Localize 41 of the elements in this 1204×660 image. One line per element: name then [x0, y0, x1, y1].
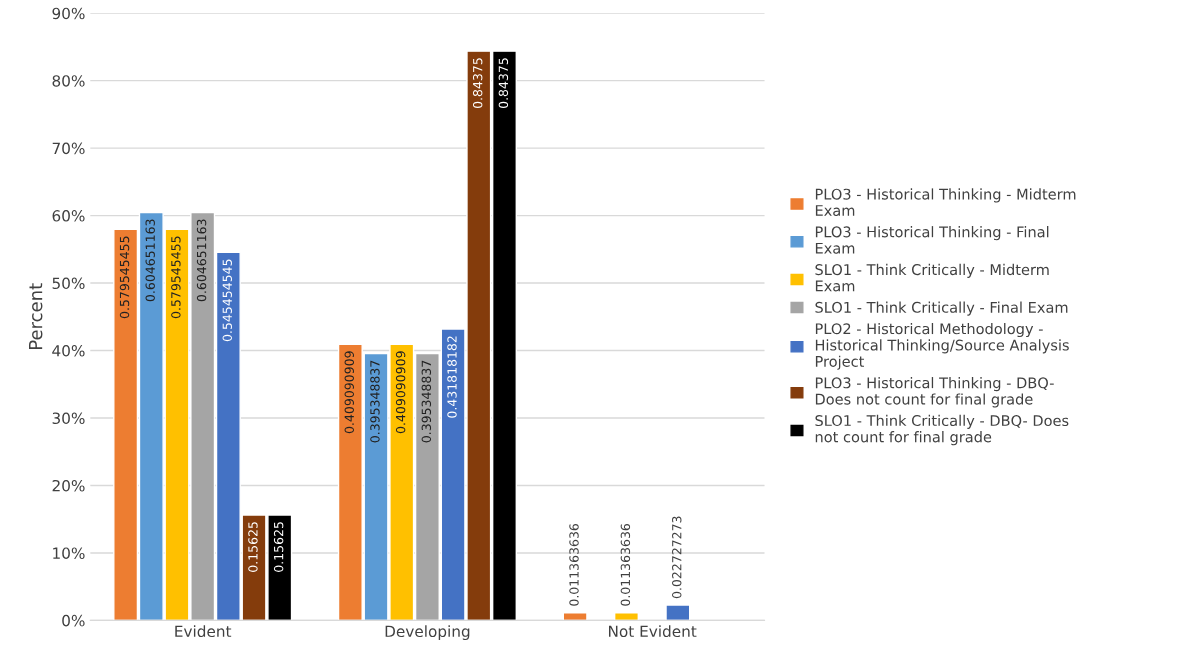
legend-label: PLO3 - Historical Thinking - DBQ- Does not count for final grade: [815, 377, 1054, 408]
y-tick-label: 10%: [53, 547, 85, 559]
x-tick-label: Developing: [385, 625, 470, 641]
data-label: 0.409090909: [344, 351, 354, 434]
legend-label: PLO3 - Historical Thinking - Midterm Exam: [815, 188, 1076, 216]
data-label: 0.409090909: [395, 351, 406, 434]
bar: [665, 604, 691, 621]
data-label: 0.395348837: [370, 360, 380, 443]
y-tick-label: 60%: [52, 210, 85, 222]
data-label: 0.15625: [273, 522, 284, 572]
y-tick-label: 0%: [62, 614, 85, 627]
y-tick-label: 50%: [52, 277, 85, 290]
data-label: 0.395348837: [421, 360, 432, 443]
x-tick-label: Evident: [175, 625, 232, 638]
y-tick-label: 40%: [52, 345, 85, 357]
legend-label: PLO3 - Historical Thinking - Final Exam: [815, 226, 1049, 254]
y-tick-label: 90%: [52, 7, 85, 20]
data-label: 0.84375: [498, 58, 509, 109]
y-tick-label: 20%: [52, 479, 85, 492]
y-tick-label: 70%: [52, 142, 85, 155]
data-label: 0.579545455: [119, 236, 130, 319]
data-label: 0.011363636: [569, 523, 579, 606]
legend-label: SLO1 - Think Critically - DBQ- Does not count for final grade: [815, 414, 1069, 446]
data-label: 0.604651163: [145, 219, 155, 302]
x-tick-label: Not Evident: [609, 625, 697, 638]
data-label: 0.011363636: [620, 523, 631, 606]
bar: [562, 612, 588, 621]
data-label: 0.84375: [472, 58, 483, 109]
data-label: 0.604651163: [196, 219, 207, 302]
bar: [613, 612, 639, 621]
data-label: 0.15625: [248, 522, 258, 572]
legend-label: PLO2 - Historical Methodology - Historical Thinking/Source Analysis Project: [815, 322, 1069, 370]
y-axis-title: Percent: [29, 283, 43, 349]
data-label: 0.431818182: [447, 336, 457, 418]
y-tick-label: 80%: [52, 75, 85, 87]
data-label: 0.545454545: [222, 259, 232, 342]
legend-label: SLO1 - Think Critically - Midterm Exam: [815, 263, 1049, 292]
data-label: 0.022727273: [672, 516, 682, 599]
data-label: 0.579545455: [171, 236, 181, 319]
legend-label: SLO1 - Think Critically - Final Exam: [815, 301, 1068, 316]
y-tick-label: 30%: [52, 412, 85, 425]
